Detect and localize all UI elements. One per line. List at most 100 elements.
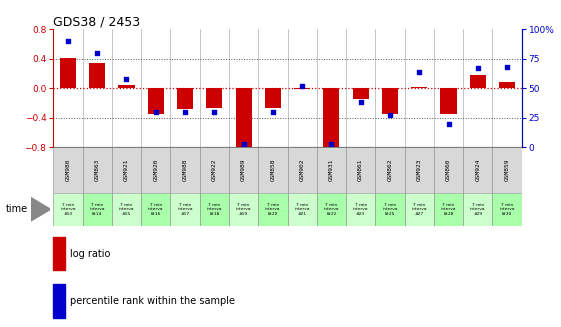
Bar: [353, 88, 369, 99]
Bar: [53, 237, 65, 270]
Text: GSM923: GSM923: [417, 159, 422, 181]
Text: GSM988: GSM988: [182, 159, 187, 181]
Bar: [177, 88, 193, 109]
Bar: [375, 193, 404, 226]
Text: GSM861: GSM861: [358, 159, 363, 181]
Text: 7 min
interva
l#14: 7 min interva l#14: [89, 203, 105, 216]
Text: GSM862: GSM862: [388, 159, 393, 181]
Bar: [317, 193, 346, 226]
Bar: [404, 193, 434, 226]
Point: [503, 64, 512, 70]
Text: 7 min
interva
#13: 7 min interva #13: [60, 203, 76, 216]
Point: [151, 109, 160, 114]
Bar: [82, 147, 112, 193]
Point: [239, 141, 248, 146]
Bar: [229, 147, 258, 193]
Bar: [229, 193, 258, 226]
Bar: [89, 62, 105, 88]
Bar: [53, 284, 65, 318]
Text: 7 min
interva
#27: 7 min interva #27: [412, 203, 427, 216]
Bar: [82, 193, 112, 226]
Polygon shape: [31, 198, 50, 221]
Bar: [53, 193, 82, 226]
Text: time: time: [6, 204, 27, 214]
Text: GSM980: GSM980: [66, 159, 71, 181]
Bar: [404, 147, 434, 193]
Text: 7 min
interva
#19: 7 min interva #19: [236, 203, 251, 216]
Bar: [112, 193, 141, 226]
Text: 7 min
interva
#23: 7 min interva #23: [353, 203, 369, 216]
Bar: [171, 147, 200, 193]
Text: 7 min
interva
l#25: 7 min interva l#25: [382, 203, 398, 216]
Bar: [287, 193, 317, 226]
Text: log ratio: log ratio: [70, 249, 110, 259]
Text: 7 min
interva
#21: 7 min interva #21: [295, 203, 310, 216]
Bar: [382, 88, 398, 114]
Bar: [499, 82, 515, 88]
Bar: [148, 88, 164, 114]
Bar: [171, 193, 200, 226]
Bar: [346, 147, 375, 193]
Bar: [440, 88, 457, 114]
Point: [327, 141, 336, 146]
Bar: [200, 147, 229, 193]
Text: GDS38 / 2453: GDS38 / 2453: [53, 15, 140, 28]
Text: percentile rank within the sample: percentile rank within the sample: [70, 296, 234, 306]
Text: GSM860: GSM860: [446, 159, 451, 181]
Bar: [317, 147, 346, 193]
Text: GSM931: GSM931: [329, 159, 334, 181]
Bar: [118, 85, 135, 88]
Bar: [258, 193, 287, 226]
Text: 7 min
interva
l#30: 7 min interva l#30: [499, 203, 515, 216]
Text: 7 min
interva
l#28: 7 min interva l#28: [441, 203, 456, 216]
Bar: [53, 147, 82, 193]
Point: [210, 109, 219, 114]
Text: GSM863: GSM863: [95, 159, 100, 181]
Bar: [411, 87, 427, 88]
Bar: [200, 193, 229, 226]
Bar: [493, 147, 522, 193]
Bar: [206, 88, 222, 108]
Bar: [141, 147, 171, 193]
Text: 7 min
interva
l#20: 7 min interva l#20: [265, 203, 280, 216]
Text: GSM858: GSM858: [270, 159, 275, 181]
Text: GSM859: GSM859: [504, 159, 509, 181]
Point: [93, 50, 102, 56]
Bar: [287, 147, 317, 193]
Bar: [141, 193, 171, 226]
Bar: [294, 88, 310, 89]
Text: 7 min
interva
#15: 7 min interva #15: [119, 203, 134, 216]
Point: [181, 109, 190, 114]
Point: [63, 39, 72, 44]
Point: [356, 100, 365, 105]
Text: GSM924: GSM924: [475, 159, 480, 181]
Point: [122, 76, 131, 81]
Text: GSM989: GSM989: [241, 159, 246, 181]
Text: GSM920: GSM920: [153, 159, 158, 181]
Bar: [265, 88, 281, 108]
Bar: [434, 193, 463, 226]
Point: [298, 83, 307, 89]
Point: [385, 113, 394, 118]
Point: [415, 69, 424, 75]
Bar: [434, 147, 463, 193]
Point: [444, 121, 453, 126]
Bar: [470, 75, 486, 88]
Text: 7 min
interva
#17: 7 min interva #17: [177, 203, 193, 216]
Text: 7 min
interva
#29: 7 min interva #29: [470, 203, 486, 216]
Bar: [493, 193, 522, 226]
Text: GSM922: GSM922: [212, 159, 217, 181]
Bar: [258, 147, 287, 193]
Text: GSM902: GSM902: [300, 159, 305, 181]
Bar: [323, 88, 339, 148]
Bar: [60, 58, 76, 88]
Bar: [346, 193, 375, 226]
Point: [268, 109, 277, 114]
Point: [473, 66, 482, 71]
Bar: [112, 147, 141, 193]
Text: GSM921: GSM921: [124, 159, 129, 181]
Bar: [463, 147, 493, 193]
Bar: [375, 147, 404, 193]
Bar: [463, 193, 493, 226]
Text: 7 min
interva
l#22: 7 min interva l#22: [324, 203, 339, 216]
